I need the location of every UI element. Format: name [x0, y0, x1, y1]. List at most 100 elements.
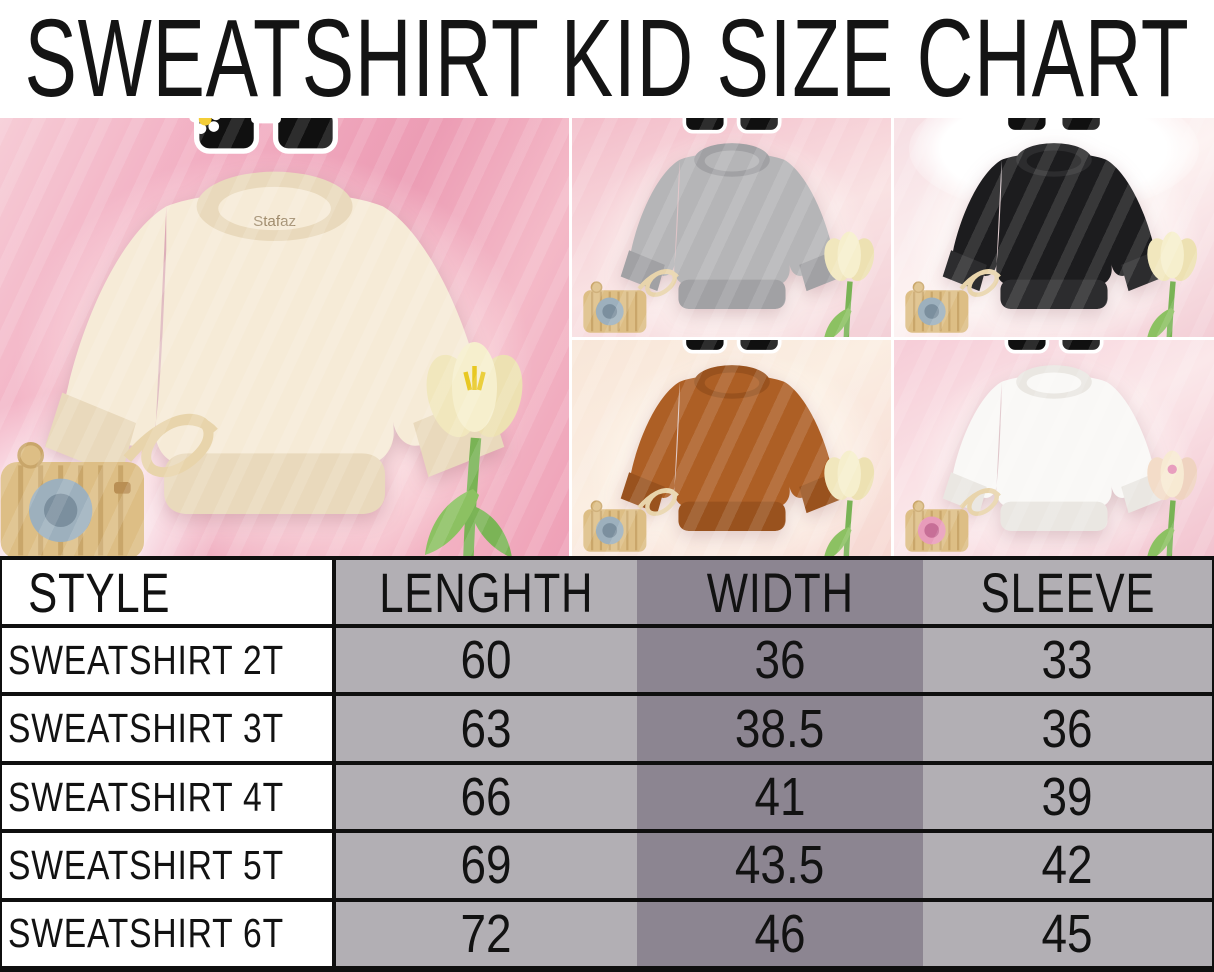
toy-camera-prop — [583, 269, 679, 333]
cell-style: SWEATSHIRT 5T — [2, 833, 336, 898]
column-header-label: SLEEVE — [980, 560, 1155, 624]
photo-white-sweatshirt — [894, 340, 1214, 556]
header-cell-sleeve: SLEEVE — [923, 560, 1212, 624]
title-banner: SWEATSHIRT KID SIZE CHART — [0, 0, 1214, 120]
tulip-prop — [824, 450, 875, 556]
column-header-label: WIDTH — [706, 560, 854, 624]
header-cell-length: LENGHTH — [336, 560, 637, 624]
sweatshirt-body — [952, 152, 1156, 286]
header-cell-style: STYLE — [2, 560, 336, 624]
style-label: SWEATSHIRT 5T — [8, 841, 284, 888]
cell-width: 41 — [637, 764, 923, 830]
cell-width: 43.5 — [637, 833, 923, 898]
cell-sleeve: 33 — [923, 628, 1212, 693]
cell-sleeve: 39 — [923, 764, 1212, 830]
width-value: 46 — [754, 903, 806, 964]
sweatshirt-ribbing — [620, 365, 843, 531]
sweatshirt-ribbing — [942, 365, 1166, 531]
column-header-label: LENGHTH — [379, 560, 594, 624]
cell-length: 69 — [336, 833, 637, 898]
tulip-prop — [425, 342, 523, 556]
page-title-text: SWEATSHIRT KID SIZE CHART — [25, 0, 1190, 118]
sweatshirt-graphic-gray — [620, 143, 843, 309]
cell-sleeve: 36 — [923, 696, 1212, 761]
length-value: 69 — [460, 835, 513, 896]
sunglasses-prop — [682, 118, 781, 134]
length-value: 63 — [460, 698, 513, 759]
cell-width: 46 — [637, 901, 923, 967]
width-value: 41 — [754, 767, 806, 828]
photo-gray-sweatshirt — [572, 118, 891, 337]
tulip-prop — [1147, 450, 1198, 556]
toy-camera-prop — [0, 413, 218, 556]
header-cell-width: WIDTH — [637, 560, 923, 624]
cell-length: 66 — [336, 764, 637, 830]
sweatshirt-graphic-white — [942, 365, 1166, 531]
width-value: 38.5 — [735, 698, 825, 759]
table-row-5t: SWEATSHIRT 5T 69 43.5 42 — [2, 833, 1212, 902]
sleeve-value: 36 — [1041, 698, 1094, 759]
sweatshirt-ribbing — [942, 143, 1166, 309]
sunglasses-prop — [1004, 340, 1104, 354]
style-label: SWEATSHIRT 4T — [8, 773, 284, 820]
toy-camera-prop — [905, 488, 1001, 552]
style-label: SWEATSHIRT 6T — [8, 910, 284, 957]
cell-length: 60 — [336, 628, 637, 693]
sweatshirt-graphic-black — [942, 143, 1166, 309]
cell-sleeve: 45 — [923, 901, 1212, 967]
table-header-row: STYLE LENGHTH WIDTH SLEEVE — [2, 560, 1212, 628]
sweatshirt-body — [630, 374, 833, 508]
photo-black-sweatshirt — [894, 118, 1214, 337]
width-value: 43.5 — [735, 835, 825, 896]
cell-style: SWEATSHIRT 3T — [2, 696, 336, 761]
cell-length: 72 — [336, 901, 637, 967]
cell-length: 63 — [336, 696, 637, 761]
column-header-label: STYLE — [28, 560, 171, 624]
width-value: 36 — [754, 630, 806, 691]
sleeve-value: 45 — [1041, 903, 1094, 964]
cell-style: SWEATSHIRT 2T — [2, 628, 336, 693]
style-label: SWEATSHIRT 2T — [8, 636, 284, 683]
sweatshirt-ribbing — [620, 143, 843, 309]
sweatshirt-neck-inner — [704, 150, 759, 172]
table-row-4t: SWEATSHIRT 4T 66 41 39 — [2, 764, 1212, 834]
length-value: 66 — [460, 767, 513, 828]
sweatshirt-graphic-cream: Stafaz — [44, 171, 504, 514]
style-label: SWEATSHIRT 3T — [8, 705, 284, 752]
sweatshirt-ribbing — [44, 171, 504, 514]
sweatshirt-body — [630, 152, 833, 286]
sweatshirt-neck-inner — [1026, 372, 1082, 394]
tulip-prop — [1147, 231, 1198, 337]
collar-brand-label: Stafaz — [253, 213, 296, 230]
length-value: 72 — [460, 903, 513, 964]
photo-brown-sweatshirt — [572, 340, 891, 556]
cell-style: SWEATSHIRT 6T — [2, 901, 336, 967]
tulip-prop — [824, 231, 875, 337]
sunglasses-prop — [682, 340, 781, 354]
cell-width: 38.5 — [637, 696, 923, 761]
toy-camera-prop — [583, 488, 679, 552]
sunglasses-prop — [189, 118, 338, 154]
photo-collage: Stafaz — [0, 118, 1214, 556]
photo-cream-sweatshirt: Stafaz — [0, 118, 569, 556]
sweatshirt-body — [64, 191, 484, 467]
sweatshirt-neck-inner — [217, 186, 331, 231]
daisy-decoration — [189, 118, 221, 134]
table-row-3t: SWEATSHIRT 3T 63 38.5 36 — [2, 696, 1212, 765]
table-row-6t: SWEATSHIRT 6T 72 46 45 — [2, 901, 1212, 967]
sleeve-value: 33 — [1041, 630, 1094, 691]
sweatshirt-neck-inner — [1026, 150, 1082, 172]
sweatshirt-graphic-brown — [620, 365, 843, 531]
sleeve-value: 42 — [1041, 835, 1094, 896]
toy-camera-prop — [905, 269, 1001, 333]
sweatshirt-neck-inner — [704, 372, 759, 394]
cell-sleeve: 42 — [923, 833, 1212, 898]
size-table: STYLE LENGHTH WIDTH SLEEVE SWEATSHIRT 2T… — [0, 556, 1214, 972]
cell-style: SWEATSHIRT 4T — [2, 764, 336, 830]
sunglasses-prop — [1004, 118, 1104, 134]
table-row-2t: SWEATSHIRT 2T 60 36 33 — [2, 628, 1212, 697]
sleeve-value: 39 — [1041, 767, 1094, 828]
page-title: SWEATSHIRT KID SIZE CHART — [25, 0, 1190, 120]
length-value: 60 — [460, 630, 513, 691]
